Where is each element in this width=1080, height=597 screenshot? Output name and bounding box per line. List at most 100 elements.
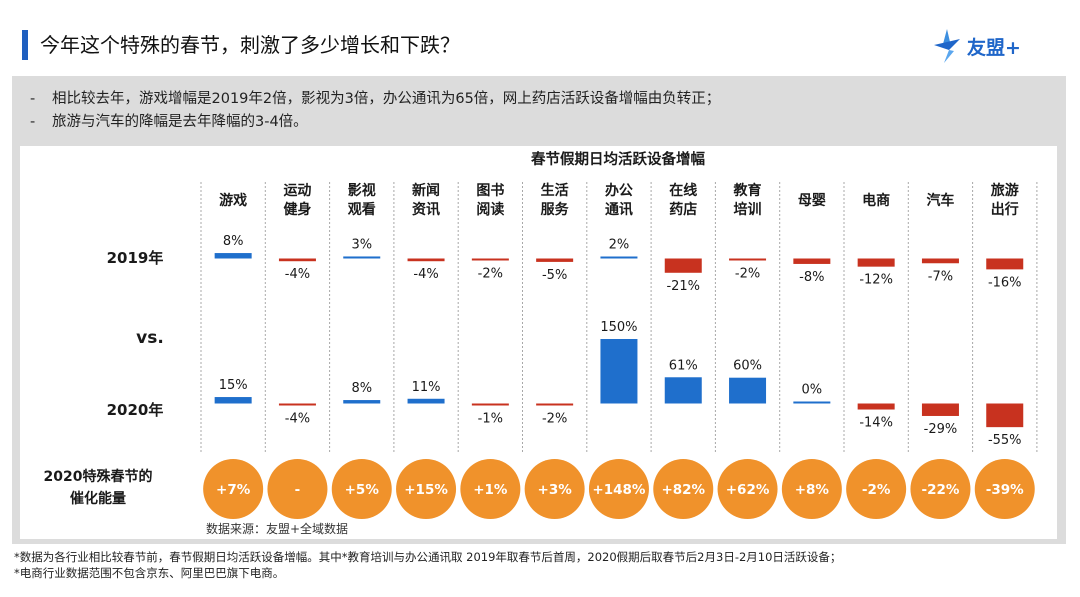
catalyst-circle bbox=[588, 459, 649, 519]
value-label: 60% bbox=[733, 359, 762, 374]
chart-title: 春节假期日均活跃设备增幅 bbox=[531, 150, 705, 168]
category-label: 阅读 bbox=[476, 201, 504, 218]
value-label: 61% bbox=[669, 358, 698, 373]
category-label: 汽车 bbox=[926, 192, 954, 209]
catalyst-circle bbox=[910, 459, 971, 519]
brand-logo: 友盟+ bbox=[932, 26, 1021, 66]
catalyst-circle bbox=[396, 459, 457, 519]
value-label: 8% bbox=[351, 381, 372, 396]
umeng-bird-icon bbox=[934, 29, 960, 63]
value-label: 150% bbox=[600, 320, 637, 335]
bar-2020年 bbox=[729, 377, 767, 404]
category-label: 服务 bbox=[541, 201, 570, 218]
category-label: 办公 bbox=[605, 182, 633, 199]
row-label-2020: 2020年 bbox=[107, 401, 164, 419]
catalyst-value: +3% bbox=[538, 482, 573, 498]
bar-2019年 bbox=[536, 258, 574, 262]
catalyst-value: +7% bbox=[216, 482, 251, 498]
bar-2019年 bbox=[729, 258, 767, 261]
category-label: 运动 bbox=[283, 182, 311, 199]
bar-2019年 bbox=[857, 258, 895, 267]
category-label: 生活 bbox=[541, 182, 569, 199]
catalyst-label: 催化能量 bbox=[70, 490, 126, 507]
category-label: 药店 bbox=[669, 201, 697, 218]
value-label: -4% bbox=[285, 267, 310, 282]
value-label: -2% bbox=[735, 267, 760, 282]
value-label: -1% bbox=[478, 412, 503, 427]
summary-bullet-text: 旅游与汽车的降幅是去年降幅的3-4倍。 bbox=[52, 114, 308, 130]
category-label: 图书 bbox=[476, 182, 504, 199]
bar-2020年 bbox=[278, 403, 316, 406]
footnotes: *数据为各行业相比较春节前，春节假期日均活跃设备增幅。其中*教育培训与办公通讯取… bbox=[14, 549, 1074, 581]
catalyst-value: +15% bbox=[404, 482, 448, 498]
catalyst-value: -2% bbox=[862, 482, 891, 498]
value-label: -2% bbox=[542, 412, 567, 427]
catalyst-circle bbox=[524, 459, 585, 519]
row-label-2019: 2019年 bbox=[107, 249, 164, 267]
bar-2019年 bbox=[793, 258, 831, 264]
bar-2020年 bbox=[857, 403, 895, 410]
category-label: 旅游 bbox=[991, 182, 1019, 199]
bar-2020年 bbox=[664, 377, 702, 404]
value-label: -14% bbox=[859, 416, 893, 431]
value-label: -2% bbox=[478, 267, 503, 282]
bar-2020年 bbox=[407, 398, 445, 404]
bar-2020年 bbox=[214, 397, 252, 404]
value-label: -12% bbox=[859, 273, 893, 288]
category-label: 新闻 bbox=[412, 182, 440, 199]
catalyst-circle bbox=[717, 459, 778, 519]
value-label: -16% bbox=[988, 275, 1022, 290]
bar-2019年 bbox=[407, 258, 445, 262]
footnote: *数据为各行业相比较春节前，春节假期日均活跃设备增幅。其中*教育培训与办公通讯取… bbox=[14, 550, 842, 564]
catalyst-circle bbox=[781, 459, 842, 519]
catalyst-value: +148% bbox=[592, 482, 645, 498]
value-label: 3% bbox=[351, 237, 372, 252]
bar-2019年 bbox=[600, 256, 638, 259]
value-label: 0% bbox=[802, 383, 823, 398]
value-label: 2% bbox=[609, 238, 630, 253]
value-label: -8% bbox=[799, 270, 824, 285]
catalyst-circle bbox=[653, 459, 714, 519]
page-title: 今年这个特殊的春节，刺激了多少增长和下跌？ bbox=[40, 33, 460, 57]
category-label: 资讯 bbox=[412, 201, 440, 218]
bar-2020年 bbox=[600, 339, 638, 404]
bar-2019年 bbox=[471, 258, 509, 261]
logo-text: 友盟+ bbox=[967, 36, 1021, 59]
category-label: 观看 bbox=[348, 201, 376, 218]
value-label: 11% bbox=[412, 380, 441, 395]
catalyst-value: +82% bbox=[661, 482, 705, 498]
catalyst-value: +5% bbox=[345, 482, 380, 498]
catalyst-circle bbox=[203, 459, 264, 519]
bullet-marker: - bbox=[30, 91, 36, 107]
value-label: 15% bbox=[219, 378, 248, 393]
catalyst-value: +62% bbox=[726, 482, 770, 498]
bar-2020年 bbox=[343, 400, 381, 404]
catalyst-circle bbox=[331, 459, 392, 519]
value-label: -4% bbox=[413, 267, 438, 282]
category-label: 培训 bbox=[734, 201, 762, 218]
vs-label: vs. bbox=[136, 328, 164, 348]
data-source: 数据来源：友盟+全域数据 bbox=[206, 521, 348, 536]
category-label: 在线 bbox=[669, 182, 697, 199]
category-label: 电商 bbox=[862, 192, 890, 209]
bar-2019年 bbox=[214, 253, 252, 259]
footnote: *电商行业数据范围不包含京东、阿里巴巴旗下电商。 bbox=[14, 566, 285, 580]
catalyst-value: -22% bbox=[921, 482, 959, 498]
catalyst-value: -39% bbox=[986, 482, 1024, 498]
category-label: 母婴 bbox=[798, 192, 826, 209]
catalyst-circle bbox=[974, 459, 1035, 519]
summary-bullets: - 相比较去年，游戏增幅是2019年2倍，影视为3倍，办公通讯为65倍，网上药店活… bbox=[30, 88, 1050, 134]
category-label: 健身 bbox=[283, 201, 311, 218]
catalyst-label: 2020特殊春节的 bbox=[44, 468, 153, 485]
catalyst-value: +1% bbox=[473, 482, 508, 498]
bar-2020年 bbox=[986, 403, 1024, 428]
bar-2020年 bbox=[536, 403, 574, 406]
summary-bullet: - 相比较去年，游戏增幅是2019年2倍，影视为3倍，办公通讯为65倍，网上药店活… bbox=[30, 88, 1050, 111]
summary-bullet-text: 相比较去年，游戏增幅是2019年2倍，影视为3倍，办公通讯为65倍，网上药店活跃… bbox=[52, 91, 721, 107]
value-label: -55% bbox=[988, 433, 1022, 448]
title-accent-bar bbox=[22, 30, 28, 60]
catalyst-value: +8% bbox=[795, 482, 830, 498]
bar-2020年 bbox=[471, 403, 509, 406]
value-label: -5% bbox=[542, 268, 567, 283]
